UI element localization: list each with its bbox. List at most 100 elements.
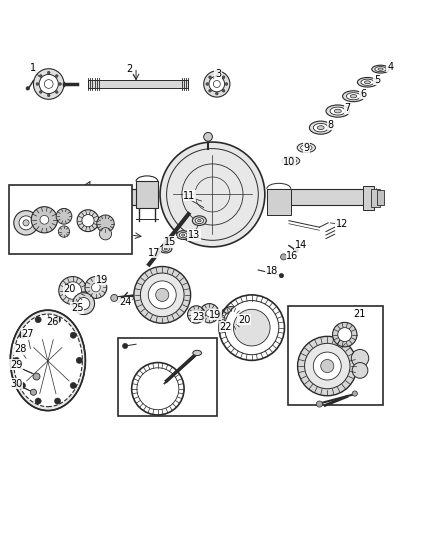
Text: 5: 5 — [374, 75, 380, 85]
Ellipse shape — [13, 314, 82, 407]
Text: 6: 6 — [360, 88, 366, 99]
Circle shape — [39, 91, 42, 93]
Text: 3: 3 — [215, 69, 221, 78]
Circle shape — [233, 309, 270, 346]
Circle shape — [54, 317, 60, 323]
Circle shape — [70, 332, 76, 338]
Ellipse shape — [317, 126, 324, 130]
Text: 16: 16 — [286, 251, 298, 261]
Bar — [44, 189, 145, 205]
Bar — [363, 185, 374, 210]
Circle shape — [47, 94, 50, 96]
Text: 13: 13 — [188, 230, 200, 240]
Circle shape — [141, 273, 184, 317]
Circle shape — [70, 383, 76, 389]
Ellipse shape — [297, 143, 315, 152]
Circle shape — [92, 283, 100, 292]
Circle shape — [215, 92, 218, 95]
Circle shape — [297, 336, 357, 395]
Circle shape — [316, 401, 322, 407]
Circle shape — [313, 352, 341, 380]
Circle shape — [225, 301, 279, 354]
Text: 10: 10 — [283, 157, 295, 167]
Circle shape — [30, 389, 36, 395]
Circle shape — [47, 71, 50, 74]
Circle shape — [19, 383, 25, 389]
Text: 19: 19 — [209, 310, 222, 319]
Circle shape — [82, 215, 94, 227]
Circle shape — [85, 277, 107, 298]
Circle shape — [99, 228, 112, 240]
Polygon shape — [79, 181, 90, 205]
Circle shape — [33, 69, 64, 99]
Bar — [267, 189, 372, 205]
Circle shape — [33, 373, 40, 380]
Ellipse shape — [177, 231, 190, 239]
Ellipse shape — [361, 79, 374, 85]
Text: 7: 7 — [345, 103, 351, 114]
Circle shape — [76, 357, 82, 364]
Ellipse shape — [195, 218, 204, 223]
Text: 22: 22 — [219, 322, 232, 332]
Circle shape — [35, 317, 41, 323]
Text: 20: 20 — [64, 284, 76, 294]
Text: 26: 26 — [46, 317, 58, 327]
Circle shape — [19, 216, 33, 230]
Circle shape — [77, 210, 99, 231]
Circle shape — [206, 310, 213, 317]
Circle shape — [56, 91, 58, 93]
Circle shape — [219, 306, 244, 331]
Bar — [288, 306, 383, 405]
Ellipse shape — [11, 310, 85, 410]
Text: 15: 15 — [164, 237, 176, 247]
Circle shape — [160, 142, 265, 247]
Ellipse shape — [375, 67, 386, 72]
Circle shape — [223, 90, 225, 92]
Circle shape — [321, 359, 334, 373]
Circle shape — [213, 80, 220, 87]
Circle shape — [56, 75, 58, 77]
Ellipse shape — [193, 350, 201, 356]
Circle shape — [40, 215, 49, 224]
Text: 4: 4 — [387, 61, 393, 71]
Circle shape — [39, 75, 42, 77]
Bar — [136, 181, 158, 207]
Text: 9: 9 — [303, 143, 309, 153]
Ellipse shape — [162, 247, 170, 252]
Circle shape — [187, 306, 205, 323]
Circle shape — [209, 76, 225, 92]
Ellipse shape — [357, 77, 378, 87]
Circle shape — [293, 248, 298, 253]
Text: 18: 18 — [266, 266, 279, 276]
Circle shape — [204, 71, 230, 97]
Circle shape — [224, 312, 238, 326]
Circle shape — [148, 281, 176, 309]
Circle shape — [223, 76, 225, 78]
Text: 29: 29 — [10, 360, 22, 370]
Ellipse shape — [283, 157, 300, 165]
Bar — [88, 79, 188, 88]
Ellipse shape — [192, 216, 206, 225]
Circle shape — [351, 350, 369, 367]
Ellipse shape — [159, 245, 172, 253]
Text: 2: 2 — [127, 64, 133, 74]
Ellipse shape — [372, 65, 389, 73]
Bar — [371, 189, 380, 207]
Circle shape — [13, 357, 19, 364]
Circle shape — [23, 220, 29, 226]
Ellipse shape — [330, 107, 346, 115]
Circle shape — [215, 73, 218, 76]
Circle shape — [111, 294, 118, 302]
Circle shape — [26, 87, 29, 90]
Text: 30: 30 — [10, 378, 22, 389]
Bar — [118, 338, 217, 416]
Bar — [267, 189, 291, 215]
Ellipse shape — [313, 124, 328, 132]
Ellipse shape — [309, 121, 332, 134]
Circle shape — [73, 293, 95, 314]
Circle shape — [36, 83, 39, 85]
Ellipse shape — [343, 91, 364, 102]
Circle shape — [304, 343, 350, 389]
Circle shape — [209, 90, 211, 92]
Text: 19: 19 — [96, 274, 108, 285]
